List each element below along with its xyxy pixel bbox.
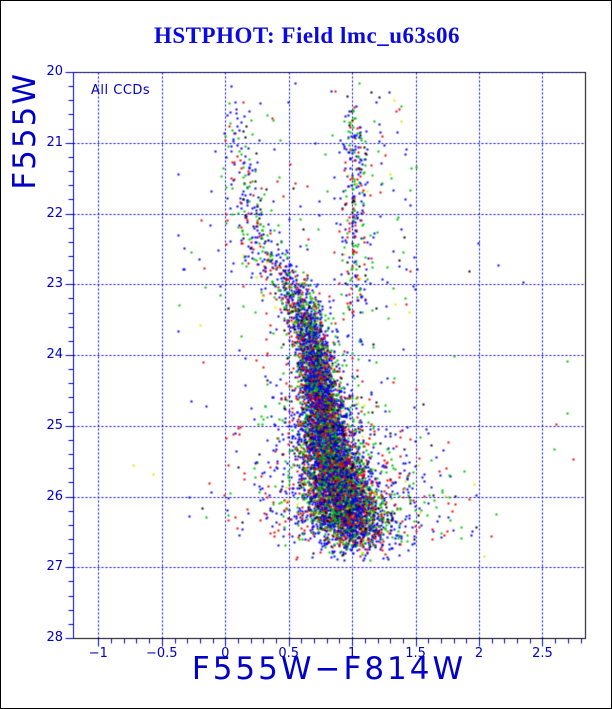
x-tick-label: 2.5 bbox=[532, 646, 553, 661]
x-tick-label: −0.5 bbox=[146, 646, 178, 661]
y-tick-label: 25 bbox=[46, 417, 63, 433]
x-axis-title: F555W−F814W bbox=[191, 651, 467, 687]
y-tick-label: 24 bbox=[46, 347, 63, 362]
x-tick-label: 0.5 bbox=[278, 646, 300, 661]
y-axis-title: F555W bbox=[7, 72, 43, 190]
y-tick-label: 23 bbox=[46, 276, 63, 292]
x-tick-label: 1.5 bbox=[405, 646, 426, 661]
page-title: HSTPHOT: Field lmc_u63s06 bbox=[154, 23, 460, 48]
y-tick-label: 21 bbox=[46, 134, 63, 150]
x-tick-label: 1 bbox=[348, 646, 357, 661]
y-tick-label: 20 bbox=[46, 64, 63, 79]
y-tick-label: 27 bbox=[46, 559, 63, 575]
y-tick-label: 26 bbox=[46, 488, 63, 504]
x-tick-label: 0 bbox=[221, 646, 230, 661]
y-tick-label: 28 bbox=[46, 630, 63, 645]
x-tick-label: −1 bbox=[88, 646, 108, 661]
x-tick-label: 2 bbox=[474, 646, 484, 661]
all-ccds-annotation: All CCDs bbox=[91, 83, 151, 98]
y-tick-label: 22 bbox=[46, 205, 63, 221]
